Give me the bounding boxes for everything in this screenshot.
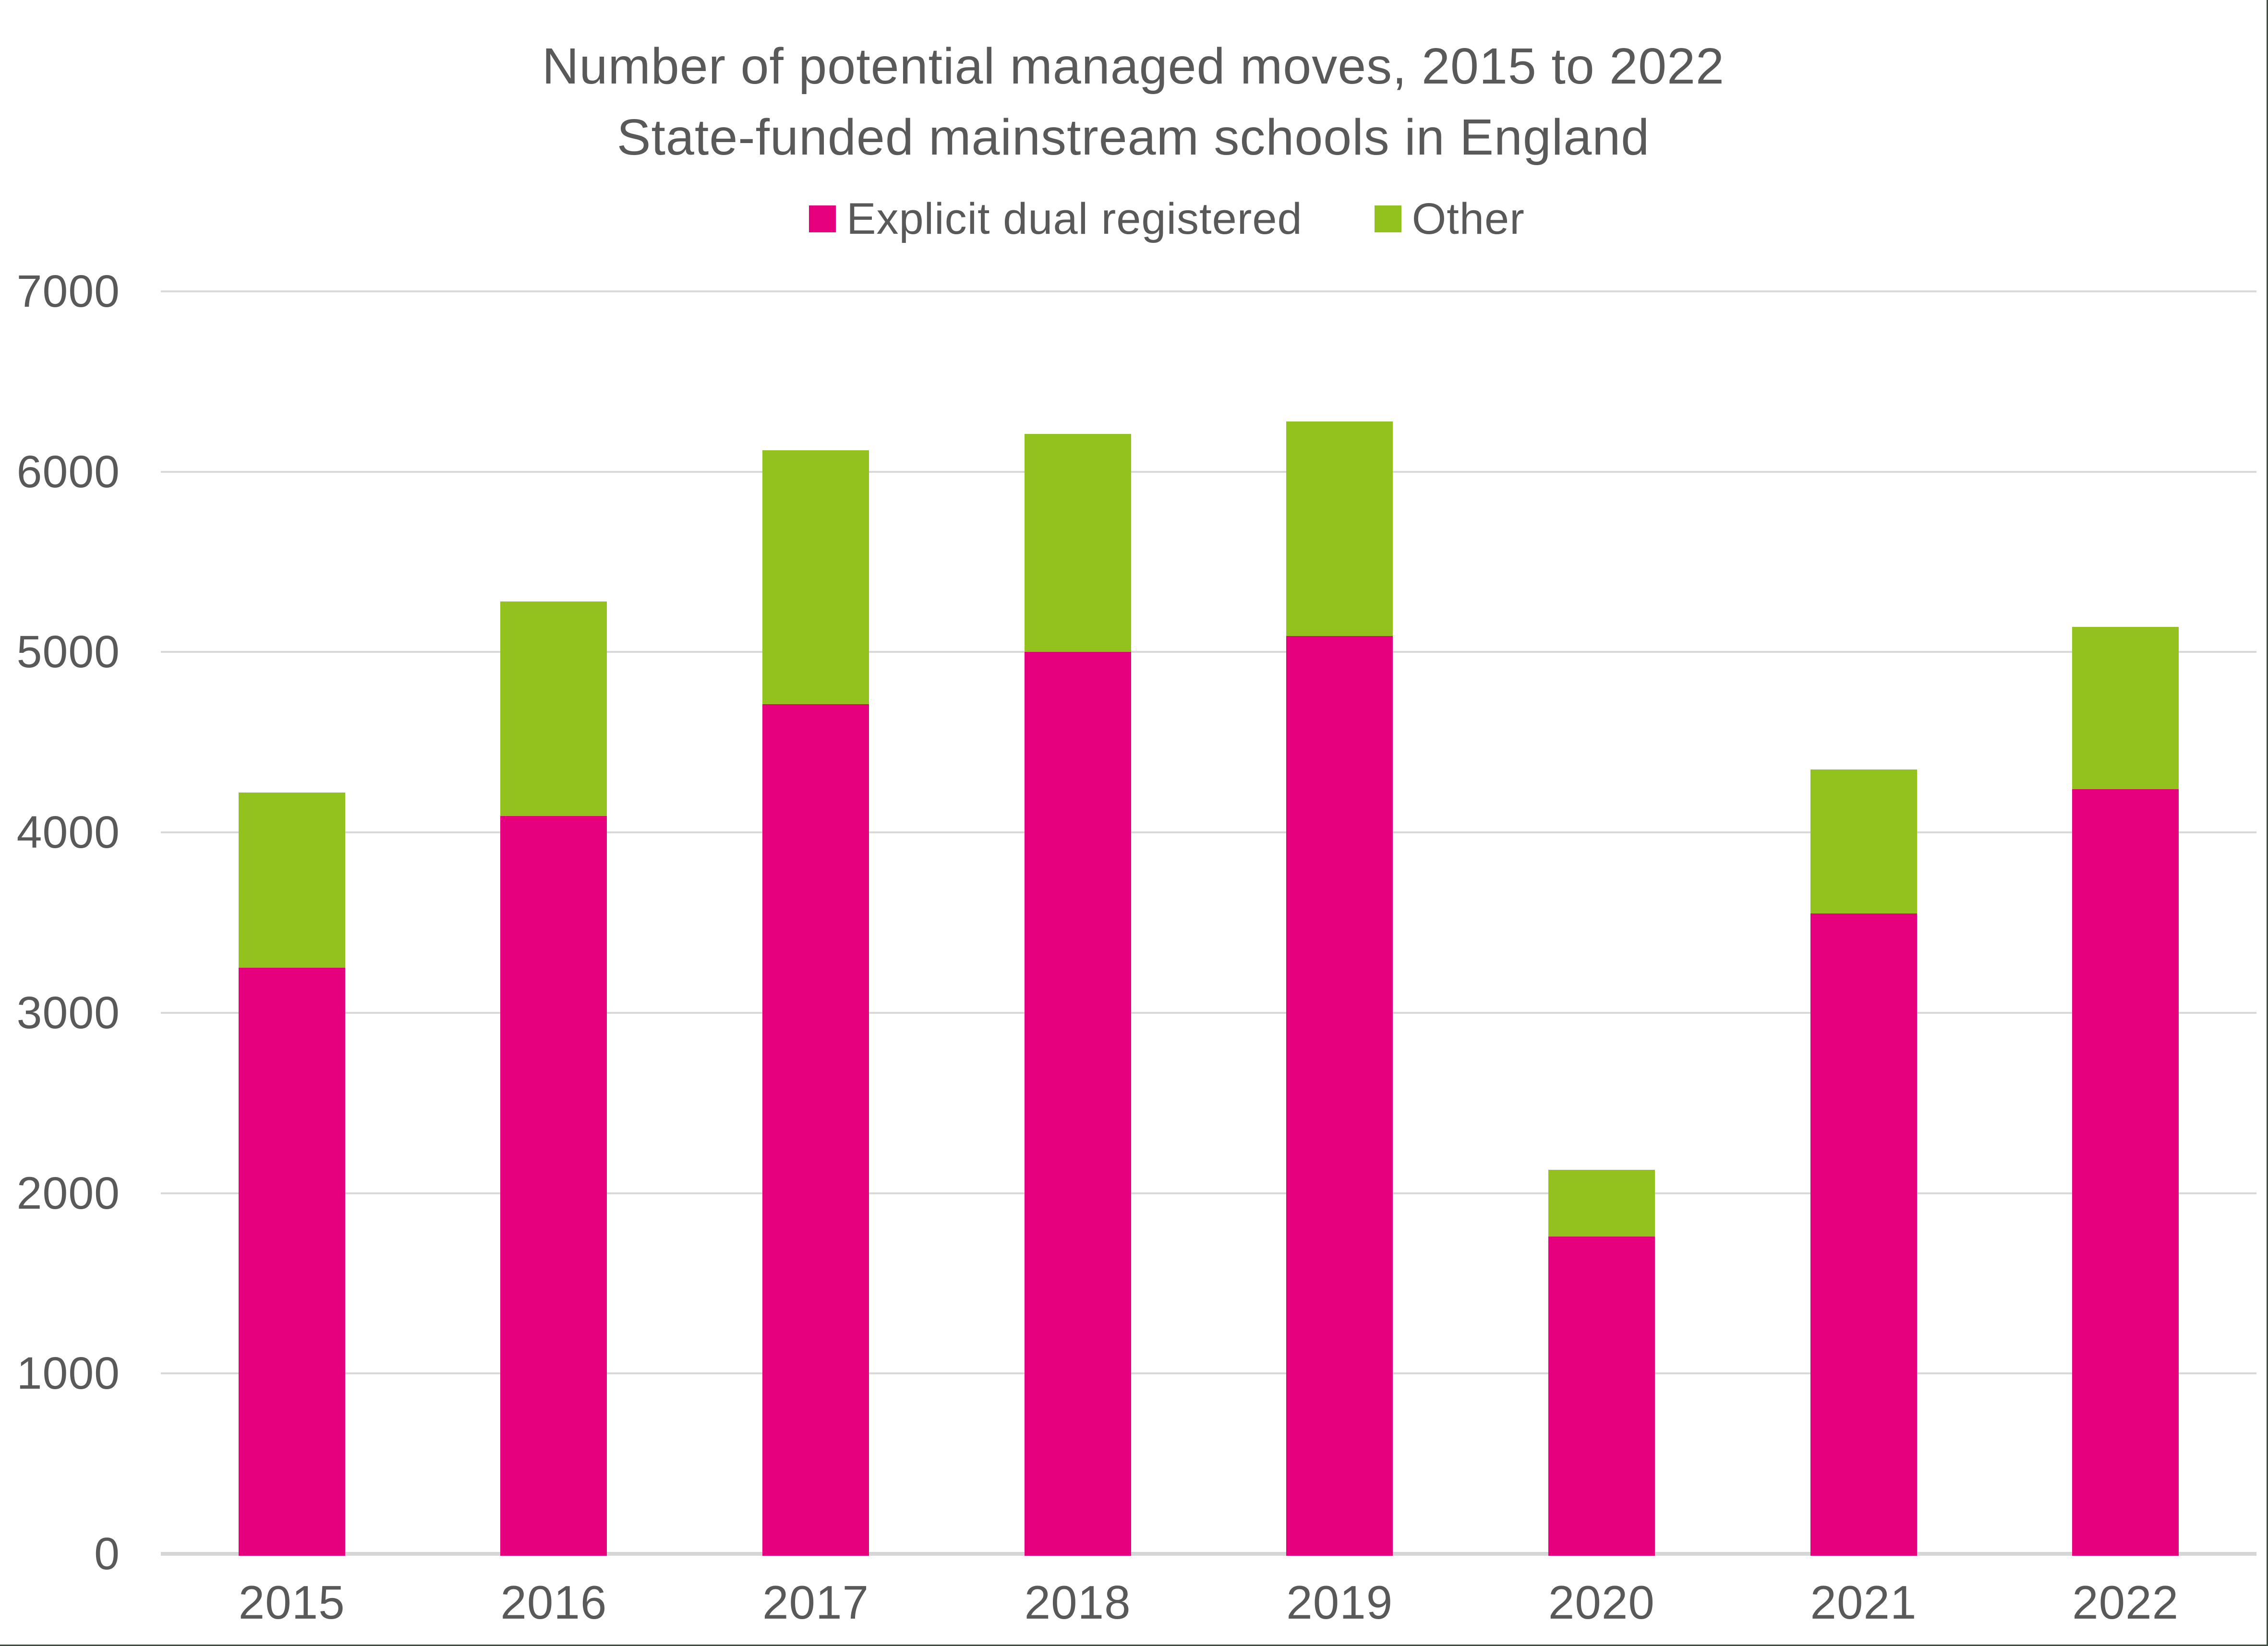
gridline-7000 — [161, 290, 2256, 292]
chart-title: Number of potential managed moves, 2015 … — [542, 38, 1725, 95]
bar-2017-explicit-dual-registered — [762, 704, 869, 1556]
legend: Explicit dual registered Other — [34, 190, 2267, 248]
legend-item-other: Other — [1374, 194, 1525, 244]
y-tick-label-4000: 4000 — [16, 807, 120, 858]
bar-2022-explicit-dual-registered — [2072, 789, 2179, 1556]
x-tick-label-2020: 2020 — [1548, 1576, 1655, 1629]
bar-2018-explicit-dual-registered — [1024, 652, 1131, 1556]
bar-2015-explicit-dual-registered — [238, 967, 345, 1556]
legend-label-explicit-dual-registered: Explicit dual registered — [846, 194, 1303, 243]
y-tick-label-6000: 6000 — [16, 446, 120, 497]
x-tick-label-2019: 2019 — [1286, 1576, 1393, 1629]
x-tick-label-2022: 2022 — [2072, 1576, 2179, 1629]
legend-item-explicit-dual-registered: Explicit dual registered — [809, 194, 1303, 244]
bar-2019-explicit-dual-registered — [1286, 636, 1393, 1556]
bar-2020-other — [1548, 1169, 1655, 1237]
x-axis-line — [161, 1552, 2256, 1556]
x-tick-label-2016: 2016 — [500, 1576, 607, 1629]
x-tick-label-2021: 2021 — [1810, 1576, 1917, 1629]
bar-2021-explicit-dual-registered — [1810, 913, 1917, 1556]
legend-swatch-explicit-dual-registered — [809, 205, 836, 232]
y-tick-label-1000: 1000 — [16, 1348, 120, 1399]
bar-2016-explicit-dual-registered — [500, 816, 607, 1556]
x-tick-label-2015: 2015 — [238, 1576, 345, 1629]
bar-2015-other — [238, 793, 345, 968]
y-tick-label-5000: 5000 — [16, 626, 120, 678]
gridline-3000 — [161, 1011, 2256, 1014]
bar-2020-explicit-dual-registered — [1548, 1236, 1655, 1556]
gridline-1000 — [161, 1372, 2256, 1375]
legend-label-other: Other — [1411, 194, 1525, 243]
bar-2021-other — [1810, 769, 1917, 914]
gridline-4000 — [161, 831, 2256, 834]
legend-swatch-other — [1374, 205, 1401, 232]
y-tick-label-0: 0 — [94, 1528, 120, 1579]
bar-2016-other — [500, 601, 607, 817]
bar-2022-other — [2072, 626, 2179, 789]
x-tick-label-2018: 2018 — [1024, 1576, 1131, 1629]
y-tick-label-2000: 2000 — [16, 1167, 120, 1219]
bar-2017-other — [762, 450, 869, 705]
gridline-6000 — [161, 470, 2256, 473]
chart-subtitle: State-funded mainstream schools in Engla… — [616, 109, 1650, 166]
gridline-2000 — [161, 1192, 2256, 1194]
y-tick-label-7000: 7000 — [16, 266, 120, 317]
gridline-5000 — [161, 651, 2256, 653]
y-tick-label-3000: 3000 — [16, 987, 120, 1038]
bar-2019-other — [1286, 421, 1393, 636]
x-tick-label-2017: 2017 — [762, 1576, 869, 1629]
bar-2018-other — [1024, 433, 1131, 652]
